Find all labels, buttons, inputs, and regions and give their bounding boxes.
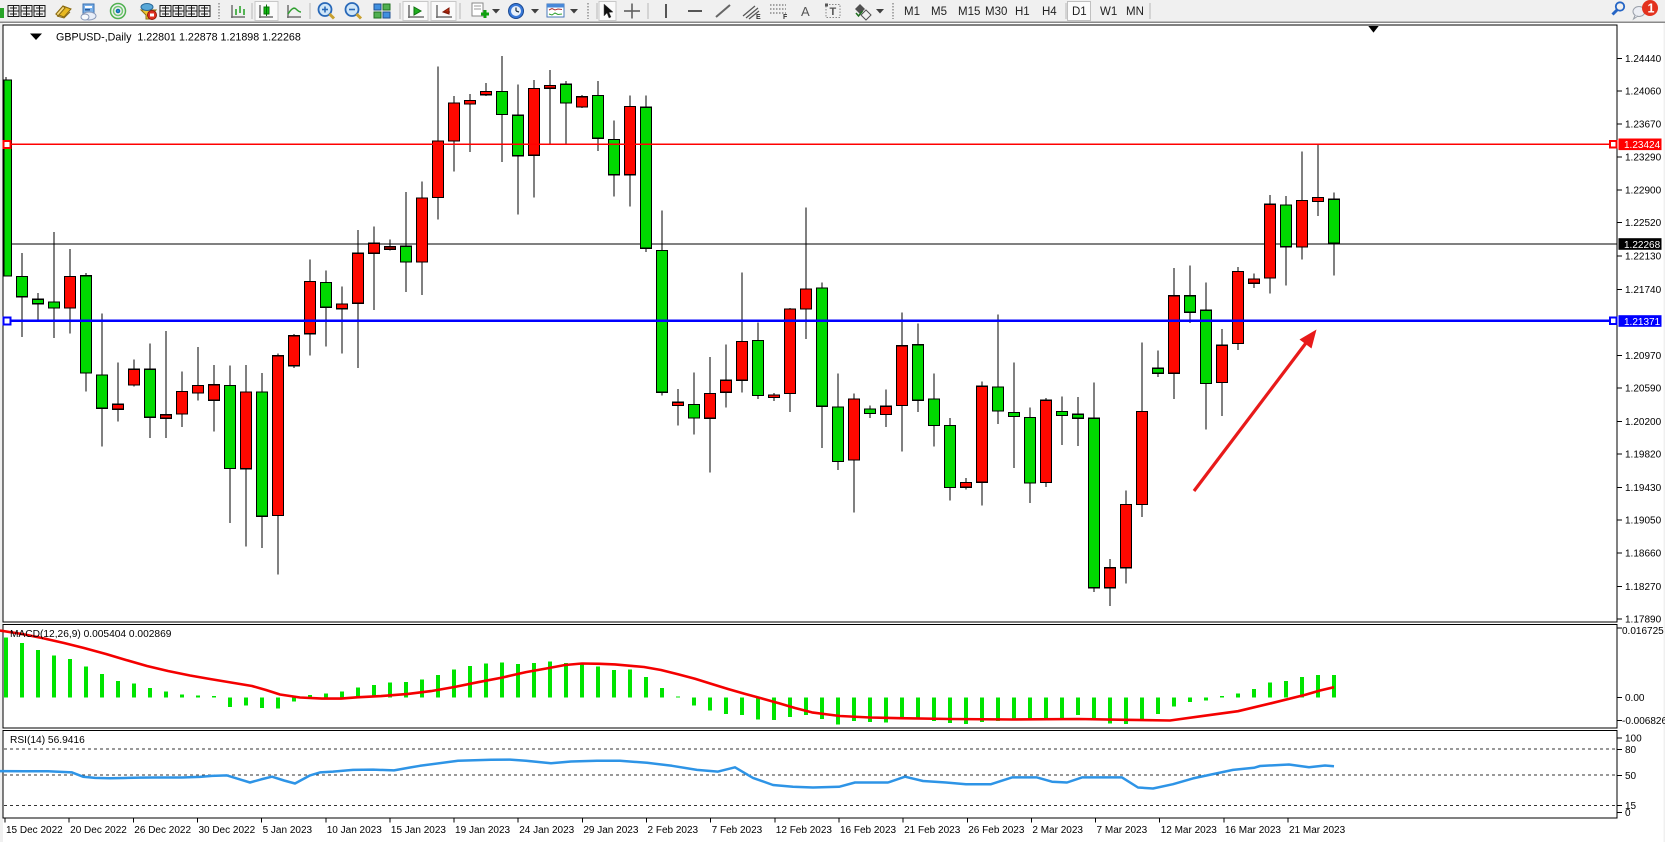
svg-text:-0.006826: -0.006826 xyxy=(1622,716,1665,727)
svg-text:M1: M1 xyxy=(904,6,920,18)
svg-text:1.20200: 1.20200 xyxy=(1625,417,1662,428)
svg-text:MN: MN xyxy=(1126,6,1144,18)
svg-text:12 Feb 2023: 12 Feb 2023 xyxy=(776,825,833,836)
svg-text:21 Feb 2023: 21 Feb 2023 xyxy=(904,825,961,836)
svg-text:50: 50 xyxy=(1625,771,1637,782)
svg-text:10 Jan 2023: 10 Jan 2023 xyxy=(327,825,382,836)
svg-text:21 Mar 2023: 21 Mar 2023 xyxy=(1289,825,1346,836)
svg-text:1.19430: 1.19430 xyxy=(1625,483,1662,494)
svg-text:0.016725: 0.016725 xyxy=(1622,626,1664,637)
svg-text:1.17890: 1.17890 xyxy=(1625,615,1662,626)
svg-text:15: 15 xyxy=(1625,801,1637,812)
svg-text:GBPUSD-,Daily 1.22801 1.22878: GBPUSD-,Daily 1.22801 1.22878 1.21898 1.… xyxy=(56,32,301,44)
svg-text:1.24440: 1.24440 xyxy=(1625,54,1662,65)
svg-text:E: E xyxy=(756,14,761,21)
svg-text:1.20970: 1.20970 xyxy=(1625,351,1662,362)
svg-text:H1: H1 xyxy=(1015,6,1030,18)
svg-text:1.22130: 1.22130 xyxy=(1625,252,1662,263)
svg-text:26 Dec 2022: 26 Dec 2022 xyxy=(134,825,191,836)
svg-text:M5: M5 xyxy=(931,6,947,18)
svg-text:1.22520: 1.22520 xyxy=(1625,218,1662,229)
svg-text:15 Jan 2023: 15 Jan 2023 xyxy=(391,825,446,836)
svg-text:19 Jan 2023: 19 Jan 2023 xyxy=(455,825,510,836)
svg-text:M15: M15 xyxy=(958,6,980,18)
svg-text:D1: D1 xyxy=(1072,6,1087,18)
svg-text:15 Dec 2022: 15 Dec 2022 xyxy=(6,825,63,836)
svg-text:1.22268: 1.22268 xyxy=(1624,240,1661,251)
svg-text:7 Feb 2023: 7 Feb 2023 xyxy=(712,825,763,836)
svg-text:20 Dec 2022: 20 Dec 2022 xyxy=(70,825,127,836)
svg-text:1.19050: 1.19050 xyxy=(1625,515,1662,526)
svg-text:MACD(12,26,9) 0.005404 0.00286: MACD(12,26,9) 0.005404 0.002869 xyxy=(10,629,172,640)
svg-text:T: T xyxy=(830,6,837,18)
svg-text:16 Feb 2023: 16 Feb 2023 xyxy=(840,825,897,836)
svg-text:W1: W1 xyxy=(1100,6,1117,18)
svg-text:29 Jan 2023: 29 Jan 2023 xyxy=(583,825,638,836)
svg-text:1.18270: 1.18270 xyxy=(1625,582,1662,593)
svg-text:1.20590: 1.20590 xyxy=(1625,384,1662,395)
svg-text:1.23424: 1.23424 xyxy=(1624,140,1661,151)
svg-text:1.18660: 1.18660 xyxy=(1625,549,1662,560)
svg-text:1.22900: 1.22900 xyxy=(1625,186,1662,197)
svg-text:2 Feb 2023: 2 Feb 2023 xyxy=(648,825,699,836)
svg-text:5 Jan 2023: 5 Jan 2023 xyxy=(263,825,313,836)
svg-text:F: F xyxy=(783,14,788,21)
svg-text:A: A xyxy=(801,4,810,19)
svg-text:12 Mar 2023: 12 Mar 2023 xyxy=(1161,825,1218,836)
svg-text:RSI(14) 56.9416: RSI(14) 56.9416 xyxy=(10,735,85,746)
svg-text:1.24060: 1.24060 xyxy=(1625,86,1662,97)
svg-text:7 Mar 2023: 7 Mar 2023 xyxy=(1097,825,1148,836)
svg-text:80: 80 xyxy=(1625,745,1637,756)
svg-text:1.23290: 1.23290 xyxy=(1625,152,1662,163)
svg-text:1.23670: 1.23670 xyxy=(1625,120,1662,131)
svg-text:2 Mar 2023: 2 Mar 2023 xyxy=(1032,825,1083,836)
svg-text:24 Jan 2023: 24 Jan 2023 xyxy=(519,825,574,836)
svg-text:26 Feb 2023: 26 Feb 2023 xyxy=(968,825,1025,836)
svg-text:0.00: 0.00 xyxy=(1625,693,1645,704)
svg-text:16 Mar 2023: 16 Mar 2023 xyxy=(1225,825,1282,836)
svg-text:100: 100 xyxy=(1625,733,1642,744)
svg-text:1.19820: 1.19820 xyxy=(1625,449,1662,460)
svg-text:H4: H4 xyxy=(1042,6,1057,18)
svg-text:1.21371: 1.21371 xyxy=(1624,317,1661,328)
svg-text:1: 1 xyxy=(1648,2,1655,16)
svg-text:0: 0 xyxy=(1625,808,1631,819)
svg-text:1.21740: 1.21740 xyxy=(1625,285,1662,296)
svg-text:M30: M30 xyxy=(985,6,1007,18)
svg-text:30 Dec 2022: 30 Dec 2022 xyxy=(198,825,255,836)
